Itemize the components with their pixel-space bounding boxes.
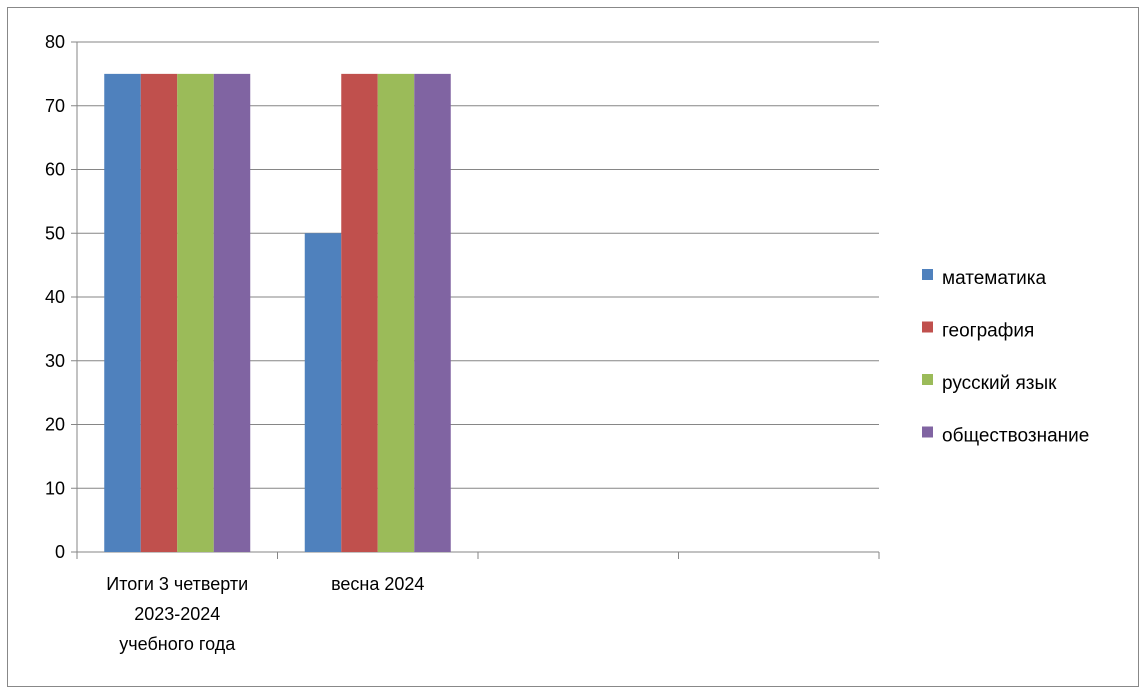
- legend-label: география: [942, 321, 1034, 342]
- bar-1-0: [140, 73, 178, 552]
- y-tick-label: 0: [55, 542, 65, 562]
- legend: математика география русский язык обществоз…: [922, 268, 1089, 447]
- x-category-label: учебного года: [119, 634, 236, 654]
- bar-2-1: [377, 73, 415, 552]
- y-tick-label: 70: [45, 96, 65, 116]
- y-tick-label: 40: [45, 287, 65, 307]
- y-tick-label: 60: [45, 160, 65, 180]
- legend-label: математика: [942, 268, 1047, 289]
- bars: [104, 73, 451, 552]
- legend-swatch: [922, 321, 933, 333]
- bar-2-0: [177, 73, 214, 552]
- x-category-label: 2023-2024: [134, 604, 220, 624]
- x-axis: Итоги 3 четверти 2023-2024 учебного года ве…: [76, 551, 880, 654]
- bar-0-0: [104, 73, 141, 552]
- y-tick-label: 80: [45, 32, 65, 52]
- legend-swatch: [922, 426, 933, 438]
- x-category-label: весна 2024: [331, 574, 424, 594]
- y-tick-label: 30: [45, 351, 65, 371]
- legend-swatch: [922, 269, 933, 280]
- legend-label: русский язык: [942, 373, 1057, 394]
- legend-label: обществознание: [942, 426, 1089, 447]
- bar-1-1: [341, 73, 378, 552]
- bar-3-1: [414, 73, 451, 552]
- y-tick-label: 20: [45, 415, 65, 435]
- y-axis: 0 10 20 30 40 50 60 70 80: [45, 32, 78, 562]
- y-tick-label: 10: [45, 478, 65, 498]
- legend-swatch: [922, 374, 933, 385]
- bar-3-0: [213, 73, 251, 552]
- x-category-label: Итоги 3 четверти: [106, 574, 248, 594]
- bar-0-1: [304, 233, 342, 552]
- y-tick-label: 50: [45, 223, 65, 243]
